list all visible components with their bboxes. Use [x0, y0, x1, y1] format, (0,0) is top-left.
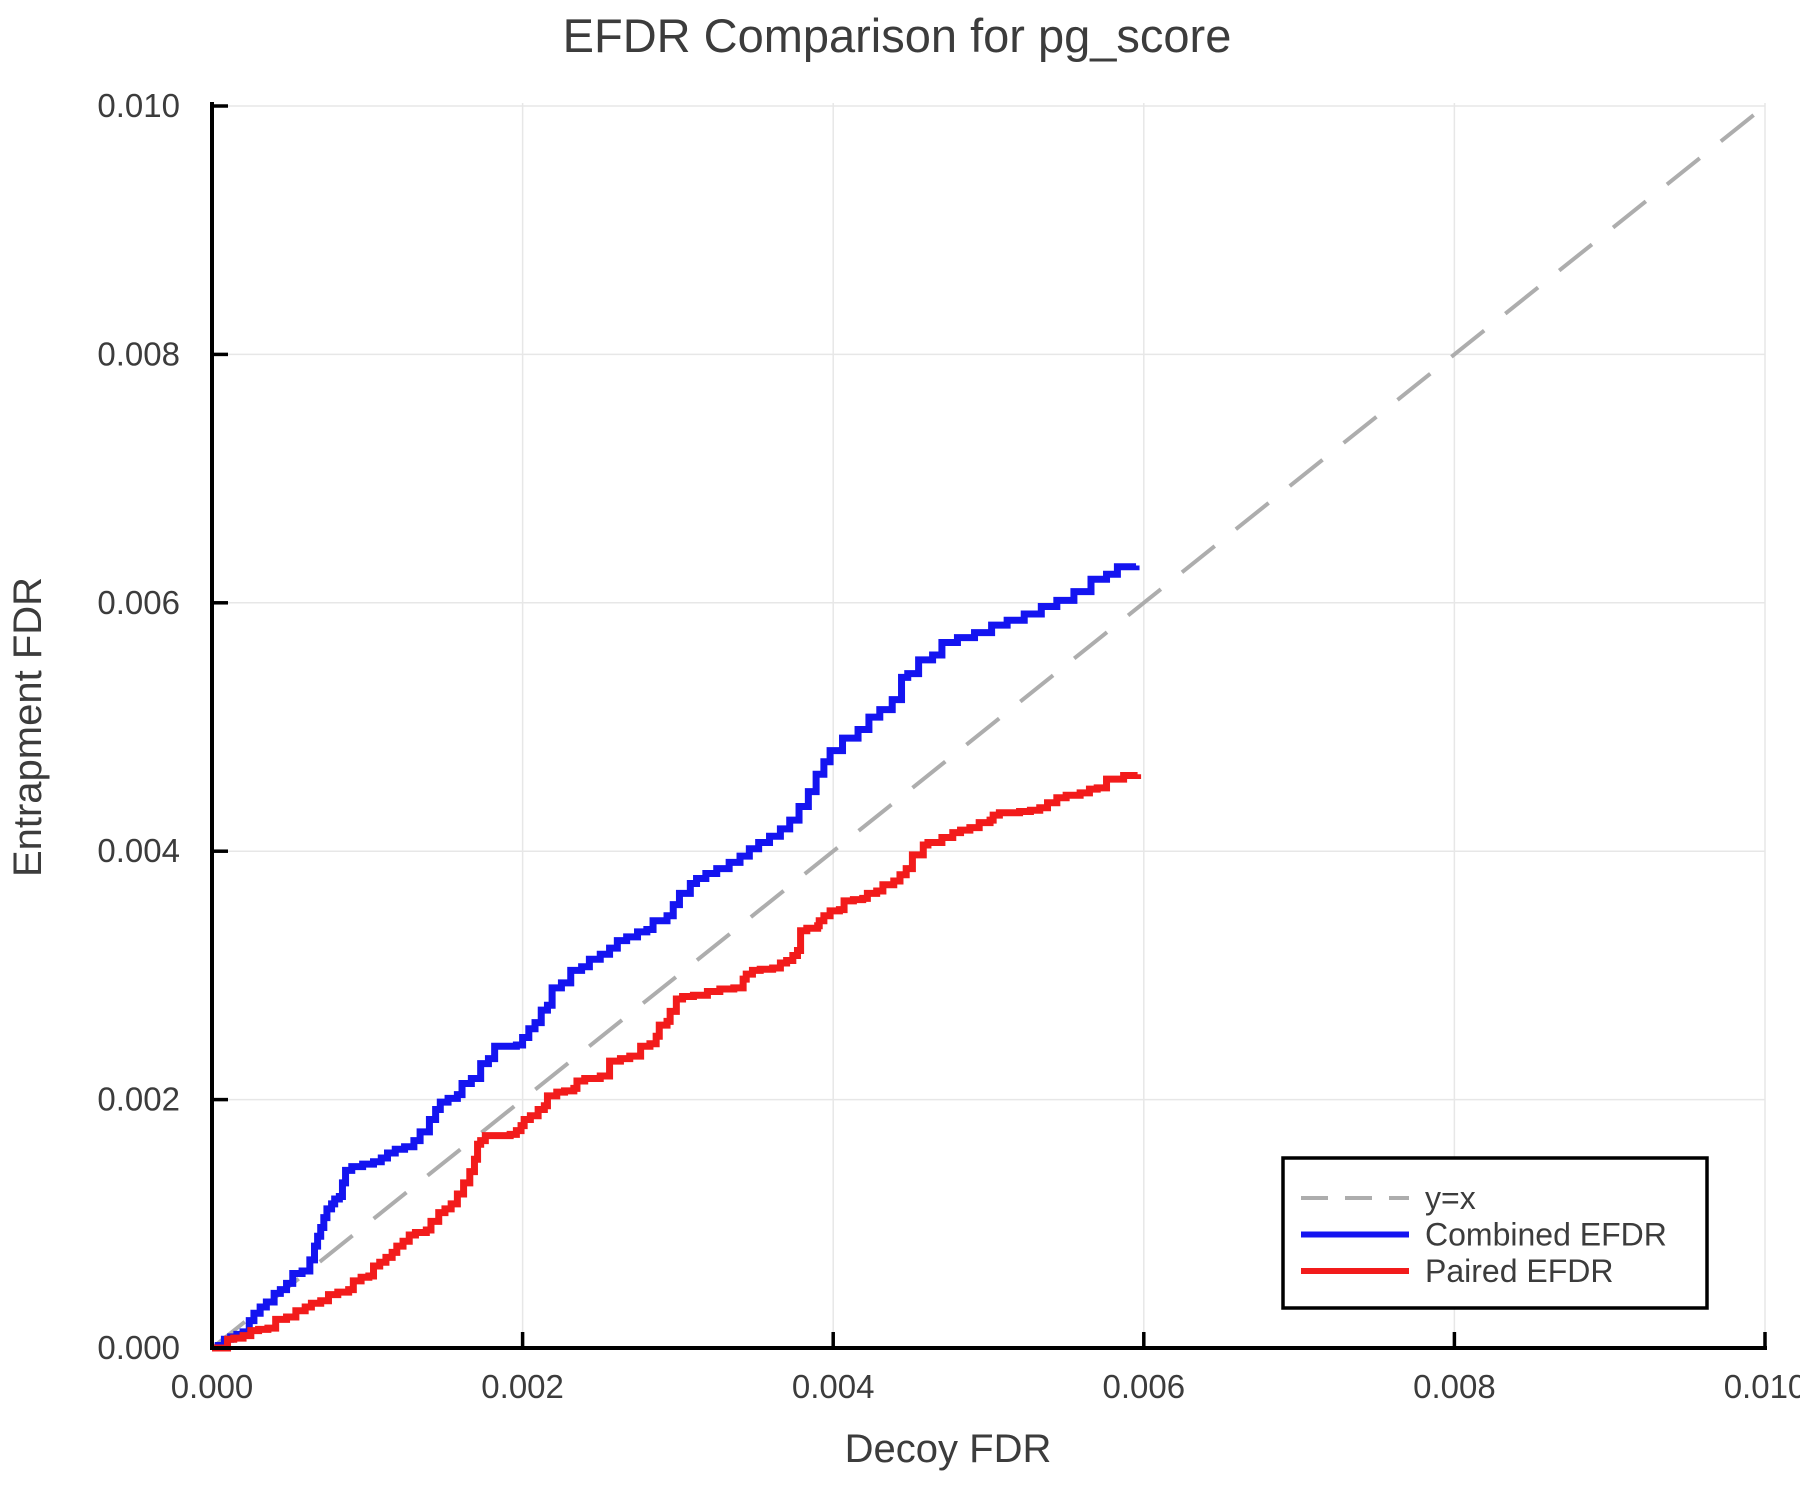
tick-labels: 0.000 0.002 0.004 0.006 0.008 0.010 0.000 0.002…: [97, 87, 1800, 1405]
x-tick-label: 0.010: [1724, 1368, 1800, 1405]
series-line-combined-efdr: [212, 563, 1140, 1352]
x-tick-label: 0.002: [481, 1368, 564, 1405]
legend-label-y=x: y=x: [1425, 1180, 1476, 1216]
y-tick-label: 0.000: [97, 1329, 180, 1366]
y-tick-label: 0.002: [97, 1081, 180, 1118]
chart-title: EFDR Comparison for pg_score: [563, 9, 1232, 62]
legend-label-paired-efdr: Paired EFDR: [1425, 1253, 1614, 1289]
y-axis-label: Entrapment FDR: [6, 577, 50, 877]
x-axis-label: Decoy FDR: [845, 1427, 1052, 1471]
reference-diagonal: [210, 104, 1767, 1350]
series-line-paired-efdr: [212, 771, 1142, 1352]
x-tick-label: 0.004: [792, 1368, 875, 1405]
legend-label-combined-efdr: Combined EFDR: [1425, 1217, 1667, 1253]
x-tick-label: 0.008: [1413, 1368, 1496, 1405]
y-tick-label: 0.010: [97, 87, 180, 124]
y-tick-label: 0.004: [97, 832, 180, 869]
y-tick-label: 0.008: [97, 335, 180, 372]
x-tick-label: 0.000: [171, 1368, 254, 1405]
y-tick-label: 0.006: [97, 584, 180, 621]
x-tick-label: 0.006: [1103, 1368, 1186, 1405]
axes-spines-ticks: [210, 102, 1767, 1350]
y-equals-x-line: [210, 104, 1767, 1350]
data-series: [212, 563, 1142, 1352]
